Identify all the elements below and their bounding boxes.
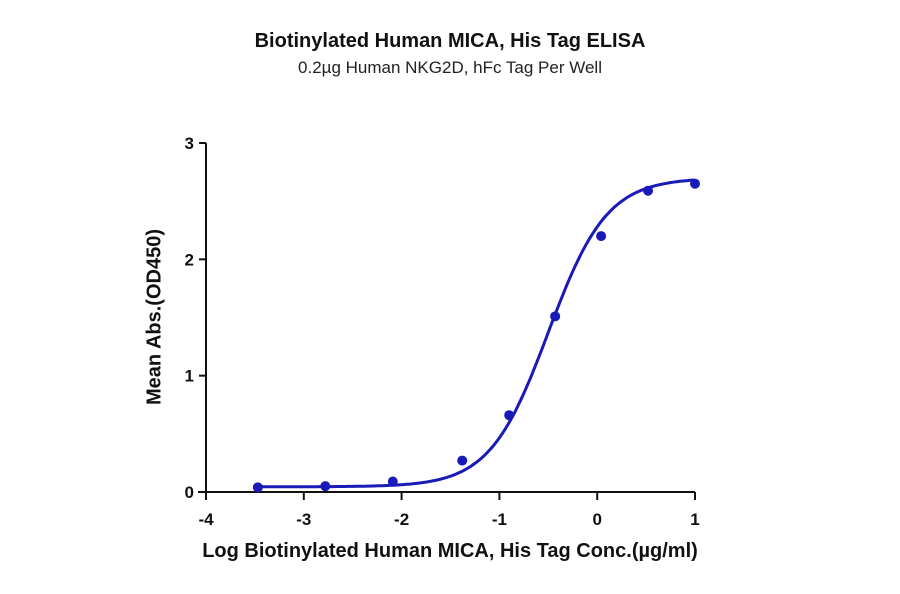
y-tick-label: 1 bbox=[185, 367, 194, 386]
x-tick-label: -1 bbox=[492, 510, 507, 529]
data-point bbox=[387, 476, 398, 487]
data-point bbox=[504, 410, 515, 421]
data-point bbox=[457, 455, 468, 466]
x-tick-label: -4 bbox=[198, 510, 214, 529]
y-tick-label: 2 bbox=[185, 250, 194, 269]
data-point bbox=[596, 231, 607, 242]
x-axis-label: Log Biotinylated Human MICA, His Tag Con… bbox=[202, 540, 698, 562]
x-tick-label: 1 bbox=[690, 510, 699, 529]
chart-subtitle: 0.2µg Human NKG2D, hFc Tag Per Well bbox=[298, 58, 602, 77]
y-tick-label: 3 bbox=[185, 134, 194, 153]
data-points bbox=[252, 178, 700, 493]
data-point bbox=[550, 311, 561, 322]
x-tick-label: -3 bbox=[296, 510, 311, 529]
data-point bbox=[252, 482, 263, 493]
y-tick-label: 0 bbox=[185, 483, 194, 502]
fit-curve bbox=[257, 178, 696, 489]
data-point bbox=[320, 481, 331, 492]
x-tick-label: 0 bbox=[592, 510, 601, 529]
data-point bbox=[690, 178, 700, 189]
x-tick-label: -2 bbox=[394, 510, 409, 529]
data-point bbox=[643, 185, 654, 196]
axes: 0 1 2 3 -4 -3 -2 -1 0 1 bbox=[185, 134, 700, 529]
chart-title: Biotinylated Human MICA, His Tag ELISA bbox=[254, 30, 646, 52]
